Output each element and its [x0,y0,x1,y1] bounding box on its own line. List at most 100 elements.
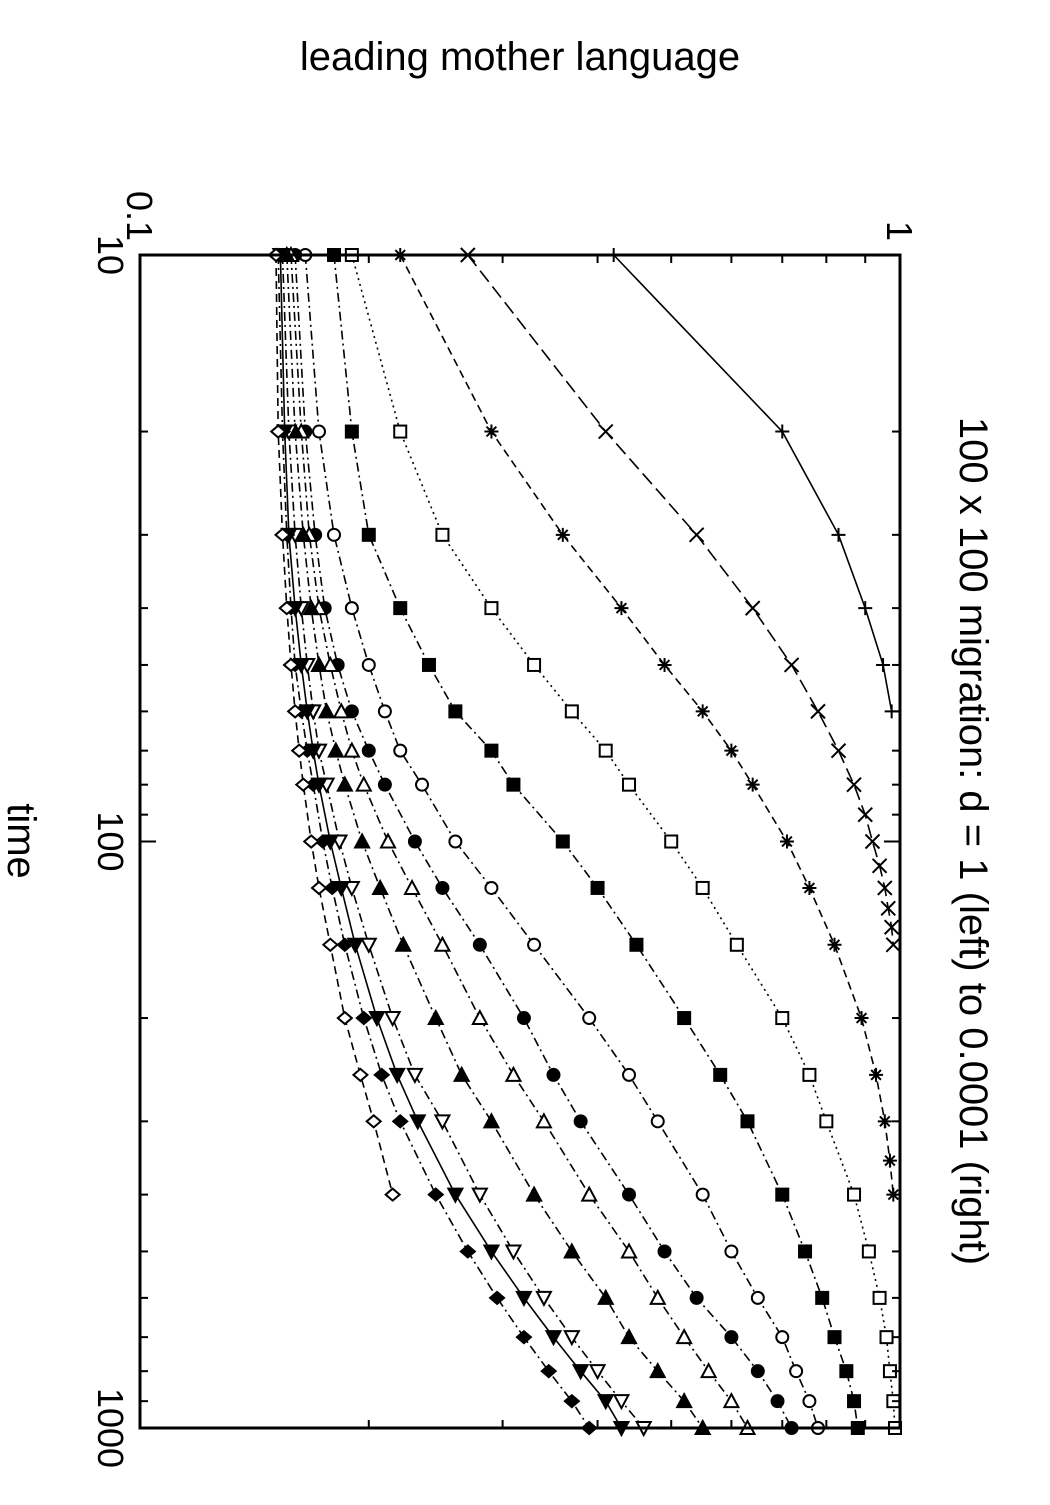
data-point [839,1364,854,1379]
data-point [885,937,902,953]
y-tick-label: 0.1 [119,191,160,241]
data-point [516,1011,531,1026]
data-point [622,1187,637,1202]
data-point [876,657,891,672]
data-point [435,527,450,542]
data-point [573,1114,588,1129]
data-point [361,743,376,758]
x-tick-label: 100 [90,811,131,871]
data-point [770,1394,785,1409]
data-point [391,1114,409,1129]
data-point [877,880,893,896]
data-point [563,1330,581,1347]
data-point [649,1288,667,1305]
data-point [484,743,499,758]
data-point [857,806,873,823]
series-open-triangle-left [282,245,757,1435]
data-point [310,880,328,896]
data-point [409,1114,427,1131]
data-point [383,1011,402,1028]
data-point [858,601,873,616]
data-point [802,880,817,895]
data-point [388,1067,406,1084]
data-point [361,527,376,542]
data-point [650,1114,665,1129]
data-point [779,834,794,849]
data-point [336,1010,354,1026]
data-point [622,777,637,792]
data-point [433,935,452,952]
data-point [815,1290,830,1305]
x-tick-label: 10 [90,235,131,275]
data-point [294,777,312,792]
data-point [612,1394,631,1411]
data-point [327,527,342,542]
data-point [563,1393,581,1409]
data-point [854,1011,869,1026]
data-point [504,1065,523,1082]
series-line [294,254,793,1429]
data-point [689,1290,704,1305]
data-point [580,1185,598,1202]
data-point [379,832,397,849]
data-point [506,777,521,792]
data-point [377,777,392,792]
data-point [355,1010,373,1026]
data-point [802,1394,817,1409]
data-point [597,1288,615,1305]
data-point [563,1242,581,1259]
data-point [278,600,296,616]
data-point [871,858,888,874]
data-point [783,657,800,673]
data-point [321,937,339,953]
data-point [629,937,644,952]
series-cross [460,247,902,953]
data-point [597,1394,615,1411]
data-point [598,743,613,758]
data-point [302,598,320,616]
data-point [664,834,679,849]
data-point [525,1185,543,1202]
y-tick-label: 1 [879,221,920,241]
data-point [831,527,846,542]
data-point [827,937,842,952]
data-point [273,527,292,543]
data-point [471,1187,489,1204]
data-point [620,1242,638,1259]
data-point [802,1067,817,1082]
data-point [657,1244,672,1259]
data-point [446,1187,465,1204]
data-point [373,1067,391,1083]
data-point [327,741,345,758]
data-point [317,702,336,719]
data-point [750,1364,765,1379]
data-point [847,1187,862,1202]
data-point [789,1364,804,1379]
data-point [343,741,361,758]
data-point [527,937,542,952]
data-point [407,834,422,849]
data-point [282,657,300,673]
data-point [459,1244,477,1259]
data-point [571,1364,590,1381]
data-point [590,880,605,895]
data-point [775,1011,790,1026]
data-point [365,1114,383,1129]
data-point [775,424,790,439]
data-point [515,1290,533,1307]
data-point [371,878,389,895]
series-plus [606,248,899,719]
series-line [613,254,893,712]
data-point [830,742,847,759]
data-point [827,1330,842,1345]
data-point [882,1153,897,1168]
data-point [724,743,739,758]
data-point [677,1011,692,1026]
series-line [275,254,394,1195]
data-point [393,424,408,439]
x-tick-label: 1000 [90,1388,131,1468]
data-point [555,834,570,849]
data-point [740,1114,755,1129]
data-point [527,657,542,672]
data-point [433,1114,452,1131]
